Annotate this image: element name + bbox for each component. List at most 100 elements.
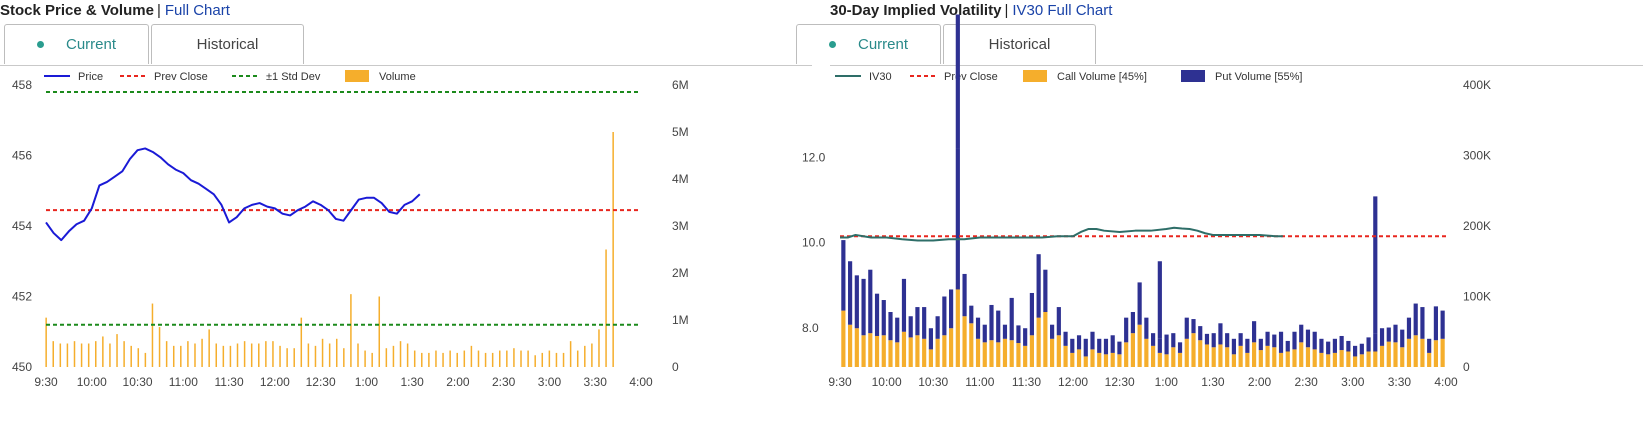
put-volume-bar [854, 275, 859, 329]
call-volume-bar [1312, 349, 1317, 367]
put-volume-bar [975, 317, 981, 339]
put-volume-bar [1103, 338, 1109, 355]
call-volume-bar [1278, 352, 1284, 367]
volume-bar [250, 343, 253, 367]
put-volume-bar [962, 273, 967, 317]
volume-bar [165, 341, 168, 367]
panel-title: 30-Day Implied Volatility [830, 2, 1002, 19]
call-volume-bar [1110, 352, 1115, 367]
call-volume-bar [908, 337, 913, 367]
volume-bar [598, 329, 600, 367]
y-right-tick-label: 200K [1463, 219, 1491, 233]
tab-current[interactable]: Current [4, 24, 149, 64]
volume-bar [314, 345, 317, 367]
volume-bar [584, 345, 586, 367]
call-volume-bar [1050, 338, 1055, 367]
put-volume-bar [1406, 317, 1412, 339]
tab-bar: Current Historical [0, 24, 812, 66]
volume-bar [286, 348, 288, 367]
volume-bar [123, 341, 125, 367]
y-right-tick-label: 4M [672, 172, 689, 186]
put-volume-bar [1070, 338, 1075, 353]
put-volume-bar [1063, 331, 1068, 346]
put-volume-bar [1238, 333, 1243, 346]
put-volume-bar [868, 269, 873, 334]
volume-bar [201, 338, 203, 367]
put-volume-bar [1016, 325, 1021, 344]
put-volume-bar [1258, 338, 1263, 351]
call-volume-bar [1002, 338, 1008, 367]
full-chart-link[interactable]: Full Chart [164, 2, 230, 19]
iv30-full-chart-link[interactable]: IV30 Full Chart [1012, 2, 1113, 19]
call-volume-bar [1076, 349, 1082, 367]
put-volume-bar [1366, 337, 1371, 352]
put-volume-bar [1171, 333, 1176, 348]
tab-historical[interactable]: Historical [943, 24, 1096, 64]
volume-bar [350, 294, 352, 367]
call-volume-bar [861, 335, 866, 367]
volume-bar [520, 350, 522, 367]
call-volume-bar [1204, 344, 1210, 367]
x-tick-label: 4:00 [1434, 375, 1458, 389]
put-volume-bar [1379, 328, 1385, 346]
put-volume-bar [955, 14, 960, 149]
x-tick-label: 12:30 [306, 375, 336, 389]
call-volume-bar [915, 335, 920, 367]
call-volume-bar [841, 310, 846, 367]
x-tick-label: 12:30 [1105, 375, 1135, 389]
put-volume-bar [1090, 331, 1095, 350]
volume-bar [180, 345, 182, 367]
active-dot-icon [36, 41, 44, 48]
put-volume-bar [1076, 335, 1082, 350]
put-volume-bar [1373, 196, 1378, 334]
put-volume-bar [928, 328, 933, 350]
volume-bar [385, 348, 388, 367]
put-volume-bar [1420, 307, 1425, 339]
tab-current[interactable]: Current [796, 24, 941, 64]
volume-bar [576, 350, 579, 367]
put-volume-bar [1346, 340, 1351, 352]
x-tick-label: 3:00 [538, 375, 562, 389]
call-volume-bar [982, 342, 987, 367]
volume-bar [527, 350, 529, 367]
volume-bar [102, 336, 104, 367]
put-volume-bar [1137, 282, 1142, 325]
call-volume-bar [1124, 342, 1129, 367]
x-tick-label: 2:00 [1248, 375, 1272, 389]
legend-swatch-icon [1181, 70, 1205, 82]
put-volume-bar [1083, 338, 1088, 357]
volume-bar [66, 343, 69, 367]
put-volume-bar [955, 148, 960, 290]
call-volume-bar [1319, 352, 1324, 367]
call-volume-bar [1191, 333, 1196, 367]
call-volume-bar [996, 342, 1001, 367]
put-volume-bar [1043, 269, 1048, 313]
volume-bar [548, 350, 551, 367]
implied-volatility-panel: 30-Day Implied Volatility | IV30 Full Char… [796, 0, 1643, 421]
volume-bar [484, 352, 487, 367]
y-right-tick-label: 5M [672, 125, 689, 139]
put-volume-bar [1413, 303, 1418, 336]
put-volume-bar [1326, 341, 1331, 355]
y-right-tick-label: 2M [672, 266, 689, 280]
call-volume-bar [1043, 312, 1048, 367]
tab-historical[interactable]: Historical [151, 24, 304, 64]
call-volume-bar [1285, 351, 1290, 367]
x-tick-label: 1:00 [1155, 375, 1179, 389]
call-volume-bar [1016, 343, 1021, 367]
volume-bar [187, 341, 189, 367]
x-tick-label: 1:00 [355, 375, 379, 389]
call-volume-bar [901, 331, 907, 367]
volume-bar [236, 343, 239, 367]
call-volume-bar [1097, 352, 1102, 367]
put-volume-bar [1339, 335, 1344, 351]
put-volume-bar [1252, 321, 1257, 343]
price-line [45, 147, 421, 242]
call-volume-bar [989, 340, 994, 367]
volume-bar [562, 352, 565, 367]
panel-title: Stock Price & Volume [0, 2, 154, 19]
call-volume-bar [1009, 340, 1014, 367]
call-volume-bar [1157, 352, 1162, 367]
volume-bar [555, 352, 558, 367]
volume-bar [612, 132, 614, 367]
